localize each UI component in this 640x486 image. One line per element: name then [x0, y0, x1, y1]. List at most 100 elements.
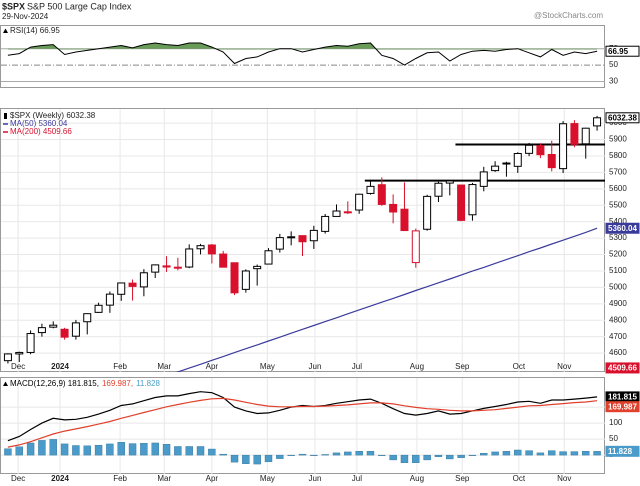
histogram-bar — [117, 442, 125, 456]
x-tick-label: Mar — [157, 474, 171, 483]
histogram-bar — [72, 445, 80, 456]
histogram-bar — [196, 446, 205, 456]
macd-line — [7, 391, 598, 442]
candle-body — [445, 180, 454, 184]
rsi-tag: 66.95 — [608, 47, 629, 56]
histogram-bar — [355, 451, 363, 456]
x-tick-label: 2024 — [51, 362, 69, 371]
x-tick-label: Oct — [513, 362, 526, 371]
y-tick-label: 5100 — [609, 266, 627, 275]
candle-body — [26, 333, 35, 353]
histogram-bar — [208, 448, 216, 456]
x-tick-label: Nov — [557, 474, 571, 483]
x-tick-label: Aug — [410, 362, 424, 371]
candle-body — [479, 171, 488, 187]
y-tick-label: 5400 — [609, 217, 627, 226]
histogram-bar — [332, 452, 341, 456]
macd-legend-item: 11.828 — [136, 379, 160, 388]
x-tick-label: 2024 — [51, 474, 69, 483]
candle-body — [253, 265, 262, 270]
macd-tag-box — [605, 445, 640, 457]
ma-tag: 5360.04 — [608, 224, 637, 233]
macd-legend-item: 169.987, — [102, 379, 133, 388]
price-tag-box — [605, 112, 640, 124]
candle-body — [219, 253, 228, 268]
histogram-bar — [548, 450, 556, 456]
candle-body — [366, 185, 375, 194]
candle-body — [593, 117, 602, 127]
candle-body — [128, 282, 137, 287]
histogram-bar — [106, 443, 114, 456]
x-tick-label: Dec — [11, 362, 25, 371]
candle-body — [173, 266, 182, 269]
candle-body — [60, 328, 69, 338]
histogram-bar — [230, 454, 239, 463]
x-tick-label: Nov — [557, 362, 571, 371]
histogram-bar — [514, 449, 522, 456]
legend-marker — [3, 381, 8, 386]
x-tick-label: Sep — [455, 474, 470, 483]
histogram-bar — [264, 454, 273, 463]
x-tick-label: Jun — [309, 362, 322, 371]
candle-body — [83, 313, 92, 323]
candle-body — [457, 184, 466, 221]
x-tick-label: Apr — [206, 362, 219, 371]
candle-body — [355, 193, 364, 211]
candle-body — [513, 153, 522, 167]
histogram-bar — [525, 450, 533, 456]
histogram-bar — [242, 454, 250, 464]
candle-body — [298, 235, 307, 243]
candle-body — [547, 153, 556, 169]
candle-body — [15, 351, 24, 355]
histogram-bar — [480, 452, 488, 456]
histogram-bar — [15, 446, 23, 456]
histogram-bar — [38, 440, 46, 456]
candle-body — [185, 248, 194, 268]
moving-average-line — [176, 227, 598, 372]
histogram-bar — [26, 442, 35, 456]
y-tick-label: 5700 — [609, 168, 627, 177]
price-plot — [3, 115, 605, 372]
histogram-bar — [174, 446, 182, 456]
candle-body — [287, 236, 296, 239]
candle-body — [105, 293, 114, 306]
histogram-bar — [593, 451, 601, 456]
candle-body — [343, 211, 352, 214]
y-tick-label: 5900 — [609, 135, 627, 144]
histogram-bar — [83, 445, 91, 456]
candle-body — [162, 265, 171, 268]
histogram-bar — [49, 439, 57, 456]
y-tick-label: 50 — [609, 60, 618, 69]
candle-body — [71, 322, 80, 337]
histogram-bar — [128, 443, 137, 456]
rsi-overbought-fill — [7, 43, 598, 50]
macd-tag: 169.987 — [608, 402, 637, 411]
x-tick-label: Sep — [455, 362, 470, 371]
index-name: S&P 500 Large Cap Index — [27, 1, 132, 11]
y-tick-label: 100 — [609, 418, 623, 427]
histogram-bar — [366, 451, 375, 456]
histogram-bar — [140, 443, 148, 456]
candle-body — [570, 123, 579, 145]
macd-tag: 181.815 — [608, 393, 637, 402]
candle-body — [321, 215, 330, 232]
rsi-tag-box — [605, 45, 640, 57]
candle-body — [275, 237, 284, 250]
macd-panel — [0, 377, 605, 474]
x-tick-label: Jun — [309, 474, 322, 483]
x-tick-label: Feb — [113, 362, 127, 371]
y-tick-label: 5600 — [609, 184, 627, 193]
histogram-bar — [559, 451, 567, 456]
x-tick-label: Jul — [352, 362, 362, 371]
histogram-bar — [412, 454, 420, 463]
x-tick-label: Oct — [513, 474, 526, 483]
candle-body — [377, 184, 386, 205]
x-tick-label: Dec — [11, 474, 25, 483]
histogram-bar — [468, 454, 477, 456]
price-tag: 6032.38 — [608, 113, 637, 122]
ma200-tag-box — [605, 362, 640, 374]
y-tick-label: 5000 — [609, 283, 627, 292]
symbol: $SPX — [2, 1, 25, 11]
candle-body — [264, 250, 273, 265]
